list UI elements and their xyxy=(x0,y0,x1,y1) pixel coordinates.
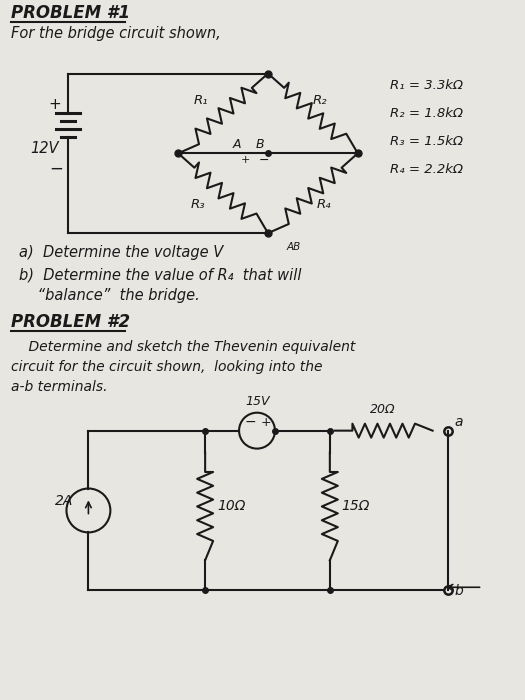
Text: R₃ = 1.5kΩ: R₃ = 1.5kΩ xyxy=(390,135,463,148)
Text: PROBLEM #2: PROBLEM #2 xyxy=(10,313,130,331)
Text: −: − xyxy=(259,154,269,167)
Text: 20Ω: 20Ω xyxy=(370,402,395,416)
Text: R₂ = 1.8kΩ: R₂ = 1.8kΩ xyxy=(390,107,463,120)
Text: Determine and sketch the Thevenin equivalent: Determine and sketch the Thevenin equiva… xyxy=(10,340,355,354)
Text: +: + xyxy=(48,97,61,113)
Text: 12V: 12V xyxy=(30,141,59,156)
Text: −: − xyxy=(244,414,256,428)
Text: a)  Determine the voltage V: a) Determine the voltage V xyxy=(18,245,223,260)
Text: R₄ = 2.2kΩ: R₄ = 2.2kΩ xyxy=(390,163,463,176)
Text: For the bridge circuit shown,: For the bridge circuit shown, xyxy=(10,26,220,41)
Text: R₃: R₃ xyxy=(190,198,205,211)
Text: A: A xyxy=(233,139,242,151)
Text: +: + xyxy=(241,155,250,165)
Text: “balance”  the bridge.: “balance” the bridge. xyxy=(18,288,200,303)
Text: circuit for the circuit shown,  looking into the: circuit for the circuit shown, looking i… xyxy=(10,360,322,374)
Text: R₁: R₁ xyxy=(193,94,208,107)
Text: b)  Determine the value of R₄  that will: b) Determine the value of R₄ that will xyxy=(18,267,301,282)
Text: R₂: R₂ xyxy=(313,94,328,107)
Text: R₁ = 3.3kΩ: R₁ = 3.3kΩ xyxy=(390,80,463,92)
Text: PROBLEM #1: PROBLEM #1 xyxy=(10,4,130,22)
Text: a: a xyxy=(455,414,463,428)
Text: 15Ω: 15Ω xyxy=(342,500,370,514)
Text: 10Ω: 10Ω xyxy=(217,500,246,514)
Text: +: + xyxy=(261,416,271,428)
Text: −: − xyxy=(49,160,64,177)
Text: AB: AB xyxy=(287,242,301,252)
Text: B: B xyxy=(256,139,265,151)
Text: 15V: 15V xyxy=(245,395,269,407)
Text: b: b xyxy=(455,584,463,598)
Text: 2A: 2A xyxy=(55,494,73,508)
Text: a-b terminals.: a-b terminals. xyxy=(10,379,107,393)
Text: R₄: R₄ xyxy=(317,198,331,211)
